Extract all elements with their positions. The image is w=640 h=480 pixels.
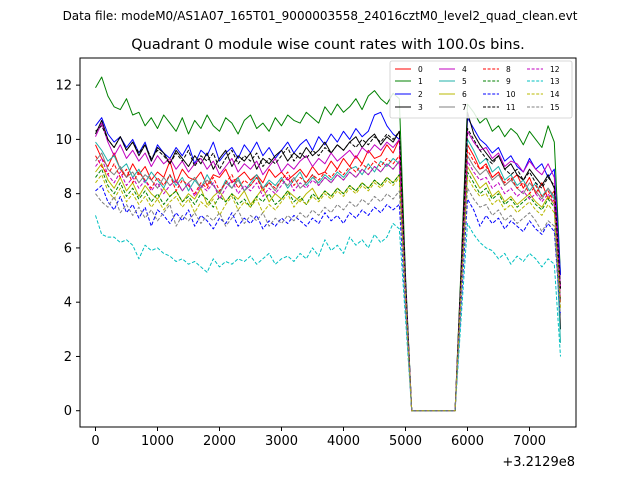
legend-label-14: 14 <box>550 90 560 99</box>
series-line-9 <box>95 168 561 412</box>
legend-label-9: 9 <box>506 77 511 86</box>
legend-label-5: 5 <box>462 77 467 86</box>
y-tick-label: 6 <box>64 241 72 256</box>
x-tick-label: 1000 <box>141 434 174 449</box>
x-offset-label: +3.2129e8 <box>502 455 575 470</box>
series-line-8 <box>95 149 561 412</box>
y-tick-label: 10 <box>55 133 72 148</box>
legend-label-12: 12 <box>550 65 560 74</box>
y-tick-label: 12 <box>55 79 72 94</box>
series-line-4 <box>95 122 561 412</box>
series-line-15 <box>95 187 561 412</box>
legend-label-6: 6 <box>462 90 467 99</box>
legend-label-3: 3 <box>418 103 423 112</box>
chart-title: Quadrant 0 module wise count rates with … <box>131 37 525 53</box>
legend-label-7: 7 <box>462 103 467 112</box>
x-tick-label: 3000 <box>265 434 298 449</box>
y-tick-label: 0 <box>64 404 72 419</box>
y-tick-label: 8 <box>64 187 72 202</box>
series-layer <box>95 76 561 412</box>
series-line-12 <box>95 157 561 412</box>
y-tick-label: 2 <box>64 350 72 365</box>
x-tick-label: 7000 <box>513 434 546 449</box>
series-line-1 <box>95 76 561 412</box>
y-tick-label: 4 <box>64 296 72 311</box>
legend-label-15: 15 <box>550 103 560 112</box>
series-line-14 <box>95 174 561 412</box>
x-axis: 0 1000 2000 3000 4000 5000 6000 7000 <box>91 427 546 449</box>
legend-label-4: 4 <box>462 65 467 74</box>
legend-label-11: 11 <box>506 103 516 112</box>
legend-label-13: 13 <box>550 77 560 86</box>
x-tick-label: 5000 <box>389 434 422 449</box>
x-tick-label: 6000 <box>451 434 484 449</box>
series-line-10 <box>95 185 561 412</box>
x-tick-label: 4000 <box>327 434 360 449</box>
legend-label-0: 0 <box>418 65 423 74</box>
figure-suptitle: Data file: modeM0/AS1A07_165T01_90000035… <box>63 9 578 23</box>
plot-area: 0 1000 2000 3000 4000 5000 6000 7000 024681012 … <box>55 57 577 470</box>
series-line-13 <box>95 215 561 412</box>
legend-label-10: 10 <box>506 90 516 99</box>
legend-label-8: 8 <box>506 65 511 74</box>
y-axis: 0 2 4 6 8 10 12 <box>55 79 80 419</box>
series-line-2 <box>95 111 561 412</box>
x-tick-label: 0 <box>91 434 99 449</box>
series-line-0 <box>95 138 561 412</box>
legend-label-2: 2 <box>418 90 423 99</box>
series-line-11 <box>95 125 561 412</box>
plot-frame <box>79 57 577 428</box>
legend-label-1: 1 <box>418 77 423 86</box>
legend-box <box>389 60 573 119</box>
plot-background <box>80 58 576 427</box>
series-line-5 <box>95 138 561 412</box>
x-tick-label: 2000 <box>203 434 236 449</box>
